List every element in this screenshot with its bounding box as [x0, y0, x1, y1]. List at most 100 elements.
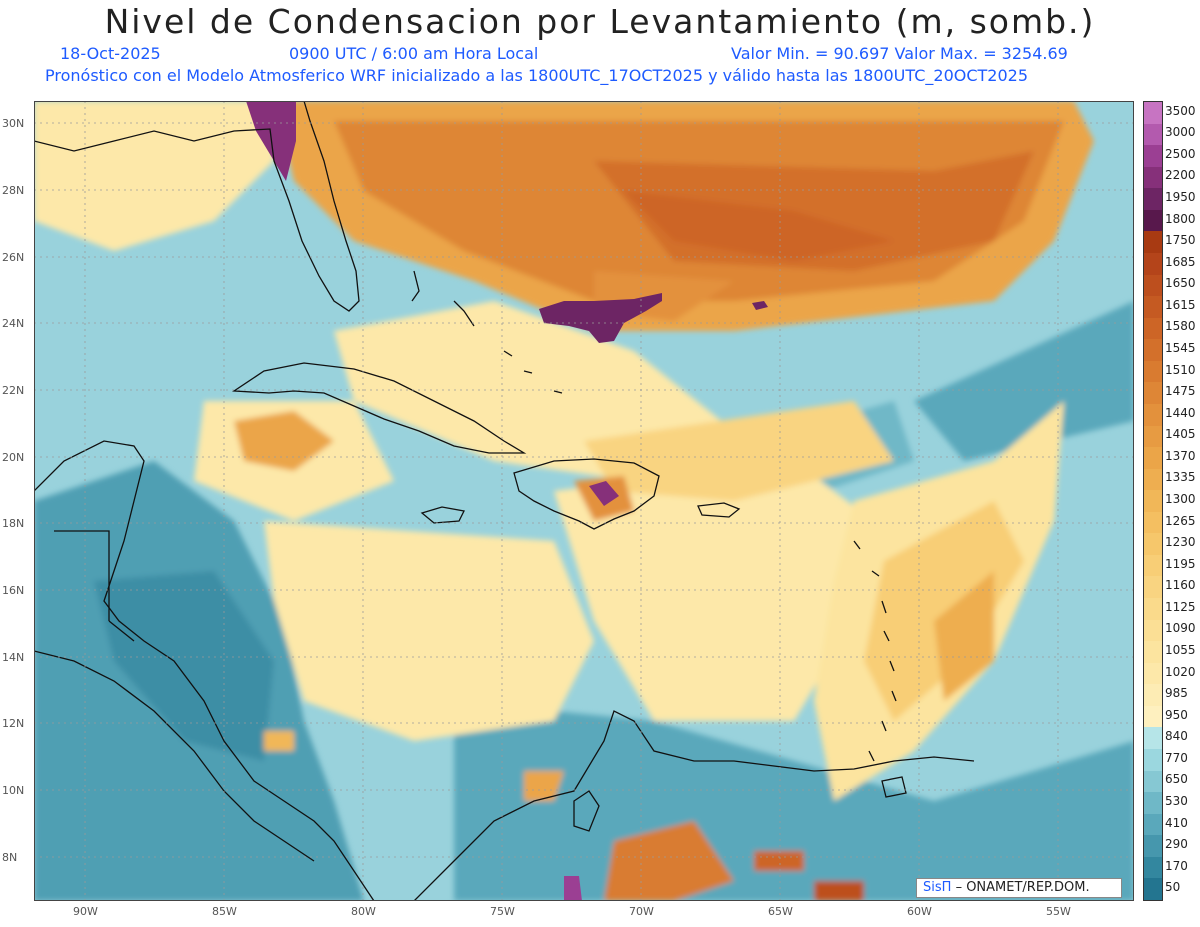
legend-swatch — [1144, 554, 1162, 577]
legend-swatch — [1144, 619, 1162, 642]
chart-title: Nivel de Condensacion por Levantamiento … — [104, 2, 1096, 41]
high-value-spot-hispaniola — [589, 481, 619, 506]
lat-tick-label: 22N — [2, 384, 25, 397]
legend-label: 950 — [1165, 707, 1188, 722]
legend-label: 1685 — [1165, 254, 1196, 269]
credit-box: SisΠ – ONAMET/REP.DOM. — [916, 878, 1122, 898]
legend-swatch — [1144, 662, 1162, 685]
legend-label: 985 — [1165, 686, 1188, 701]
legend-label: 1265 — [1165, 513, 1196, 528]
lat-tick-label: 30N — [2, 117, 25, 130]
lat-tick-label: 24N — [2, 317, 25, 330]
legend-label: 1405 — [1165, 427, 1196, 442]
legend-swatch — [1144, 382, 1162, 405]
legend-swatch — [1144, 598, 1162, 621]
legend-swatch — [1144, 296, 1162, 319]
legend-label: 1650 — [1165, 276, 1196, 291]
legend-label: 1580 — [1165, 319, 1196, 334]
graticule — [34, 101, 1134, 901]
min-max-values: Valor Min. = 90.697 Valor Max. = 3254.69 — [731, 44, 1068, 63]
lat-tick-label: 8N — [2, 851, 18, 864]
legend-label: 1160 — [1165, 578, 1196, 593]
high-value-spot — [752, 301, 768, 310]
legend-label: 1800 — [1165, 211, 1196, 226]
lat-tick-label: 28N — [2, 184, 25, 197]
legend-swatch — [1144, 511, 1162, 534]
lon-tick-label: 70W — [629, 905, 654, 918]
legend-swatch — [1144, 576, 1162, 599]
legend-swatch — [1144, 641, 1162, 664]
legend-swatch — [1144, 727, 1162, 750]
legend-label: 2500 — [1165, 146, 1196, 161]
legend-swatch — [1144, 317, 1162, 340]
legend-swatch — [1144, 360, 1162, 383]
credit-org: – ONAMET/REP.DOM. — [955, 880, 1090, 895]
legend-label: 1950 — [1165, 190, 1196, 205]
legend-label: 1440 — [1165, 405, 1196, 420]
high-value-spot-south — [564, 876, 582, 901]
legend-swatch — [1144, 490, 1162, 513]
legend-label: 290 — [1165, 837, 1188, 852]
legend-swatch — [1144, 533, 1162, 556]
legend-swatch — [1144, 166, 1162, 189]
legend-label: 770 — [1165, 750, 1188, 765]
high-value-patch-atlantic — [539, 293, 662, 343]
legend-label: 1335 — [1165, 470, 1196, 485]
legend-label: 1615 — [1165, 297, 1196, 312]
lat-tick-label: 20N — [2, 451, 25, 464]
legend-label: 410 — [1165, 815, 1188, 830]
lon-tick-label: 85W — [212, 905, 237, 918]
legend-label: 50 — [1165, 880, 1181, 895]
legend-swatch — [1144, 813, 1162, 836]
legend-swatch — [1144, 705, 1162, 728]
legend-swatch — [1144, 856, 1162, 879]
lon-tick-label: 60W — [907, 905, 932, 918]
legend-label: 3000 — [1165, 125, 1196, 140]
legend-swatch — [1144, 252, 1162, 276]
sis-brand: SisΠ — [923, 880, 952, 895]
legend-swatch — [1144, 209, 1162, 232]
legend-label: 170 — [1165, 858, 1188, 873]
lat-tick-label: 14N — [2, 651, 25, 664]
legend-swatch — [1144, 339, 1162, 362]
legend-label: 650 — [1165, 772, 1188, 787]
legend-label: 1545 — [1165, 341, 1196, 356]
lon-tick-label: 55W — [1046, 905, 1071, 918]
legend-swatch — [1144, 188, 1162, 211]
lat-tick-label: 26N — [2, 251, 25, 264]
legend-label: 1475 — [1165, 384, 1196, 399]
legend-label: 530 — [1165, 793, 1188, 808]
legend-label: 1300 — [1165, 492, 1196, 506]
legend-swatch — [1144, 792, 1162, 815]
legend-label: 1020 — [1165, 664, 1196, 679]
legend-swatch — [1144, 447, 1162, 470]
legend-swatch — [1144, 231, 1162, 254]
forecast-date: 18-Oct-2025 — [60, 44, 161, 63]
field-shading — [34, 101, 1134, 901]
legend-label: 1195 — [1165, 556, 1196, 571]
legend-swatch — [1144, 878, 1162, 901]
legend-swatch — [1144, 403, 1162, 426]
legend-swatch — [1144, 770, 1162, 793]
lat-tick-label: 16N — [2, 584, 25, 597]
legend-label: 1510 — [1165, 362, 1196, 377]
legend-label: 3500 — [1165, 103, 1196, 118]
legend-label: 1090 — [1165, 621, 1196, 636]
lon-tick-label: 75W — [490, 905, 515, 918]
legend-swatch — [1144, 684, 1162, 707]
legend-swatch — [1144, 274, 1162, 297]
legend-label: 1125 — [1165, 599, 1196, 614]
lat-tick-label: 18N — [2, 517, 25, 530]
lat-tick-label: 12N — [2, 717, 25, 730]
forecast-time: 0900 UTC / 6:00 am Hora Local — [289, 44, 539, 63]
lat-tick-label: 10N — [2, 784, 25, 797]
map-canvas — [34, 101, 1134, 901]
legend-label: 1750 — [1165, 233, 1196, 248]
legend-swatch — [1144, 102, 1162, 125]
lon-tick-label: 65W — [768, 905, 793, 918]
legend-swatch — [1144, 468, 1162, 491]
coastlines — [34, 101, 975, 901]
legend-label: 840 — [1165, 729, 1188, 744]
lon-tick-label: 90W — [73, 905, 98, 918]
legend-swatch — [1144, 123, 1162, 146]
